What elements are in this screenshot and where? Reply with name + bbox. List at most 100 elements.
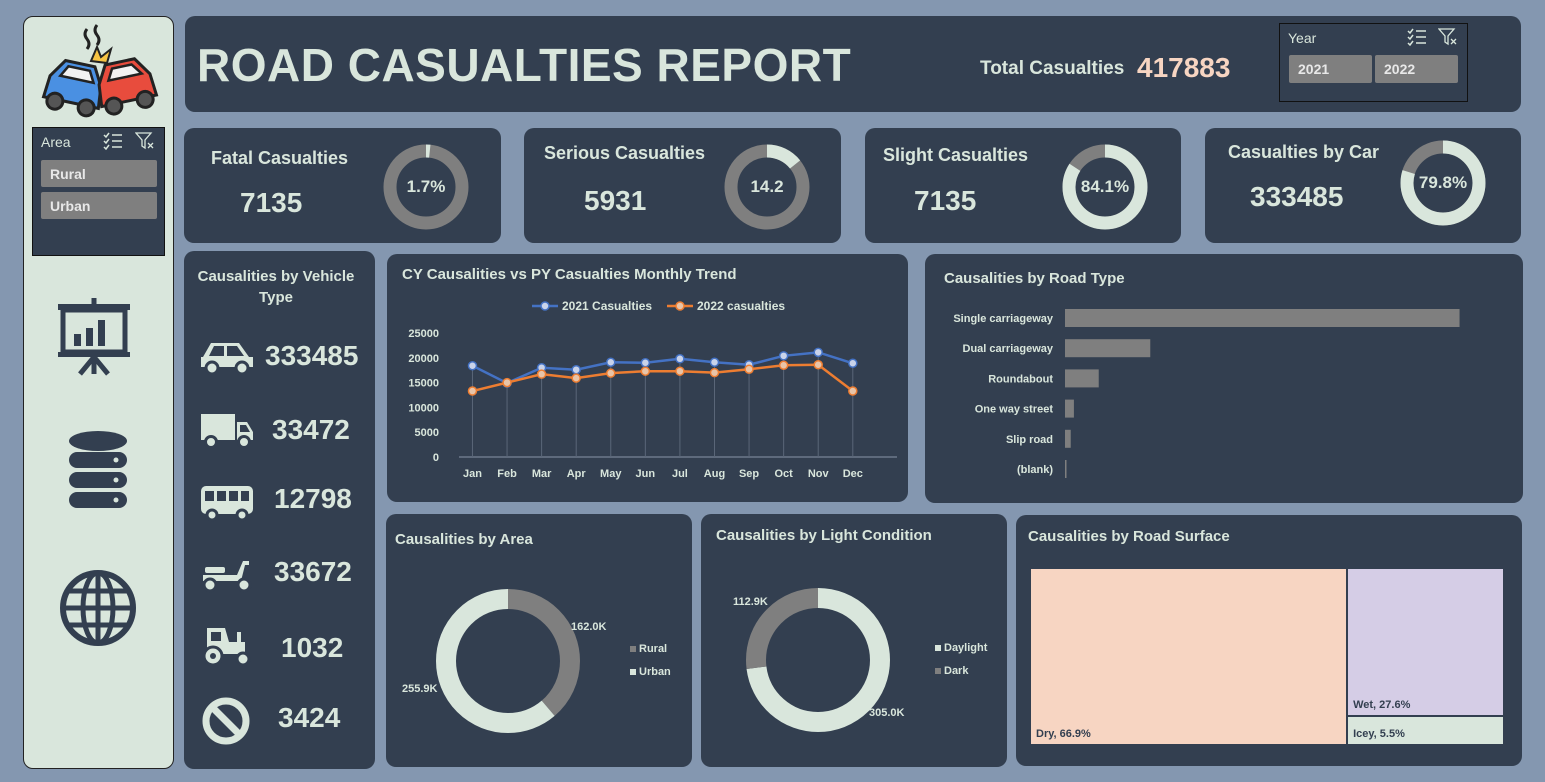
area-slicer-label: Area [41,134,71,150]
kpi-fatal-ring-fill [383,144,469,230]
kpi-fatal-ring [383,144,469,230]
kpi-slight-value: 7135 [914,185,977,216]
area-slice [436,589,580,733]
trend-point [502,377,512,388]
surface-tile: Wet, 27.6% [1347,568,1504,716]
trend-series-line-1 [472,363,854,393]
trend-legend-marker [540,301,550,311]
kpi-fatal-label: Fatal Casualties [211,148,349,168]
trend-point [467,360,478,371]
multi-select-icon[interactable] [1407,28,1427,46]
area-title: Causalities by Area [395,531,533,548]
multi-select-icon[interactable] [103,132,123,150]
surface-tile-label: Wet, 27.6% [1353,698,1411,711]
area-donut-chart: 162.0K Rural 255.9K Urban [402,589,671,733]
vehicle-tractor-value: 1032 [281,632,344,663]
road-type-label: Single carriageway [953,313,1054,325]
light-donut-chart: 305.0K Daylight 112.9K Dark [733,588,988,732]
surface-tile-label: Icey, 5.5% [1353,727,1405,740]
sidebar: Area Rural Urban [23,16,174,769]
car-icon [201,343,253,376]
trend-point [467,386,478,396]
road-type-label: Dual carriageway [963,343,1054,355]
area-option-urban[interactable]: Urban [41,192,157,219]
trend-point [536,369,547,379]
truck-icon [201,414,253,449]
kpi-card-fatal [184,128,501,243]
trend-y-tick: 10000 [408,402,439,414]
trend-point [709,367,720,378]
light-legend-label: Dark [944,665,969,677]
surface-treemap: Dry, 66.9% Wet, 27.6% Icey, 5.5% [1030,568,1504,745]
vehicle-bus-value: 12798 [274,483,352,514]
road-type-label: (blank) [1017,464,1053,476]
kpi-serious-value: 5931 [584,185,647,216]
trend-y-tick: 15000 [408,378,439,390]
light-legend-swatch [935,668,941,674]
trend-point [778,351,789,361]
globe-icon[interactable] [58,568,138,648]
trend-point [744,364,754,374]
year-option-2021[interactable]: 2021 [1289,55,1372,83]
kpi-card-car [1205,128,1521,243]
trend-point [813,359,823,370]
year-option-2022[interactable]: 2022 [1375,55,1458,83]
vehicle-other-value: 3424 [278,702,341,733]
road-type-label: One way street [975,404,1054,416]
trend-point [640,366,651,376]
vehicle-type-title: Causalities by Vehicle Type [197,268,355,306]
road-type-bar [1065,339,1151,358]
light-value-label: 305.0K [869,707,905,719]
year-slicer-label: Year [1288,30,1317,46]
area-legend-label: Rural [639,643,667,655]
kpi-serious-label: Serious Casualties [544,143,706,163]
prohibited-icon [202,697,250,745]
presentation-chart-icon[interactable] [54,296,134,376]
light-legend-label: Daylight [944,642,988,654]
trend-x-tick: May [600,468,622,480]
road-type-chart: Single carriageway Dual carriageway Rounda… [953,309,1460,478]
trend-point [606,357,616,368]
monthly-trend-title: CY Causalities vs PY Casualties Monthly … [402,266,737,283]
trend-x-tick: Mar [532,468,552,480]
kpi-serious-ring [724,144,810,230]
trend-point [571,373,581,383]
trend-point [813,347,823,358]
car-crash-icon [41,24,159,118]
trend-y-tick: 25000 [408,328,439,340]
light-title: Causalities by Light Condition [716,527,932,544]
trend-series-line-0 [471,351,854,385]
road-type-bar [1065,399,1074,418]
trend-x-tick: Jul [672,468,688,480]
area-legend-label: Urban [639,666,671,678]
road-type-label: Slip road [1006,434,1053,446]
trend-x-tick: Sep [739,468,759,480]
kpi-slight-label: Slight Casualties [883,145,1029,165]
trend-x-tick: Jan [463,468,482,480]
monthly-trend-chart: 0 5000 10000 15000 20000 25000 Jan Feb Mar Apr May… [408,299,897,480]
surface-tile-label: Dry, 66.9% [1036,728,1091,740]
trend-point [848,358,858,369]
page-title: ROAD CASUALTIES REPORT [197,39,852,91]
clear-filter-icon[interactable] [135,132,155,150]
area-value-label: 162.0K [571,621,607,633]
trend-legend-label: 2021 Casualties [562,299,652,313]
trend-point [640,358,651,368]
kpi-car-value: 333485 [1250,181,1344,212]
trend-x-tick: Oct [774,468,793,480]
kpi-card-slight [865,128,1181,243]
area-legend-swatch [630,646,636,652]
road-type-label: Roundabout [988,373,1053,385]
surface-tile: Icey, 5.5% [1347,715,1504,745]
trend-point [709,357,720,368]
area-option-rural[interactable]: Rural [41,160,157,187]
light-legend-swatch [935,645,941,651]
monthly-trend-panel [387,254,908,502]
road-type-bar [1065,429,1071,448]
database-icon[interactable] [67,430,129,512]
trend-point [675,366,685,376]
trend-x-tick: Dec [843,468,863,480]
trend-point [571,364,581,375]
clear-filter-icon[interactable] [1438,28,1458,46]
scooter-icon [202,561,252,593]
